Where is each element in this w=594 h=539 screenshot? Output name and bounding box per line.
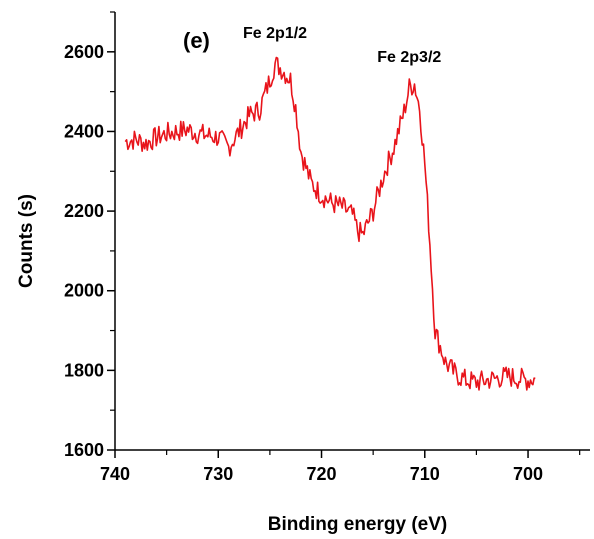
- x-tick-label: 740: [100, 464, 130, 484]
- y-tick-label: 2600: [64, 42, 104, 62]
- panel-label: (e): [183, 28, 210, 53]
- spectrum-line: [124, 56, 536, 391]
- peak-label-fe-2p1-2: Fe 2p1/2: [243, 25, 307, 42]
- x-tick-label: 720: [306, 464, 336, 484]
- y-tick-label: 1600: [64, 440, 104, 460]
- x-tick-label: 730: [203, 464, 233, 484]
- y-tick-label: 2400: [64, 121, 104, 141]
- y-tick-label: 1800: [64, 360, 104, 380]
- y-tick-label: 2200: [64, 201, 104, 221]
- axes: [114, 12, 590, 451]
- x-axis-title: Binding energy (eV): [268, 514, 447, 535]
- peak-label-fe-2p3-2: Fe 2p3/2: [377, 49, 441, 66]
- plot-area: [124, 56, 536, 391]
- x-tick-label: 700: [513, 464, 543, 484]
- y-axis-title: Counts (s): [16, 194, 37, 288]
- ticks: 740 730 720 710 700 1600 1800 2000 2200 2400 2600: [64, 11, 581, 484]
- x-tick-label: 710: [410, 464, 440, 484]
- y-tick-label: 2000: [64, 281, 104, 301]
